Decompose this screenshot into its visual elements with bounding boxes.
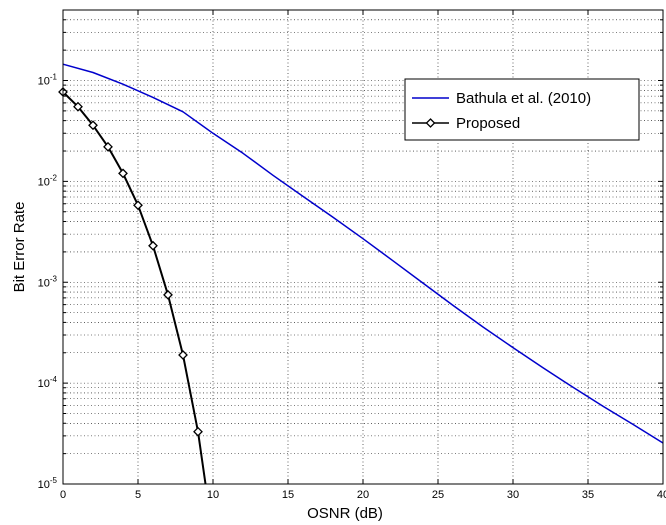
data-point-proposed bbox=[148, 240, 158, 251]
data-point-proposed bbox=[88, 120, 98, 131]
data-point-proposed bbox=[73, 101, 83, 112]
series-line-bathula bbox=[62, 63, 664, 444]
y-tick-exponent: -5 bbox=[50, 476, 58, 485]
legend: Bathula et al. (2010) Proposed bbox=[404, 78, 640, 141]
y-tick-base: 10 bbox=[38, 176, 50, 188]
y-tick-label: 10-1 bbox=[38, 73, 58, 88]
y-tick-exponent: -1 bbox=[50, 73, 58, 82]
x-tick-label: 25 bbox=[432, 489, 444, 501]
x-tick-label: 5 bbox=[135, 489, 141, 501]
x-tick-label: 30 bbox=[507, 489, 519, 501]
legend-box bbox=[404, 78, 640, 141]
y-tick-label: 10-2 bbox=[38, 173, 58, 188]
y-tick-label: 10-5 bbox=[38, 476, 58, 491]
data-point-proposed bbox=[163, 289, 173, 300]
x-tick-label: 35 bbox=[582, 489, 594, 501]
legend-label-bathula: Bathula et al. (2010) bbox=[456, 90, 591, 107]
x-tick-label: 0 bbox=[60, 489, 66, 501]
x-tick-label: 40 bbox=[657, 489, 666, 501]
y-tick-label: 10-4 bbox=[38, 375, 58, 390]
legend-label-proposed: Proposed bbox=[456, 115, 520, 132]
x-tick-label: 20 bbox=[357, 489, 369, 501]
y-tick-exponent: -3 bbox=[50, 274, 58, 283]
y-tick-labels: 10-510-410-310-210-1 bbox=[38, 73, 58, 491]
data-point-proposed bbox=[103, 141, 113, 152]
legend-marker-proposed bbox=[425, 118, 436, 128]
y-tick-base: 10 bbox=[38, 378, 50, 390]
y-tick-base: 10 bbox=[38, 479, 50, 491]
y-tick-base: 10 bbox=[38, 277, 50, 289]
x-tick-label: 15 bbox=[282, 489, 294, 501]
y-tick-exponent: -2 bbox=[50, 173, 58, 182]
y-tick-label: 10-3 bbox=[38, 274, 58, 289]
data-point-proposed bbox=[193, 426, 203, 437]
x-tick-labels: 0 5 10 15 20 25 30 35 40 bbox=[60, 489, 666, 501]
y-tick-exponent: -4 bbox=[50, 375, 58, 384]
data-point-proposed bbox=[178, 350, 188, 360]
x-axis-label: OSNR (dB) bbox=[307, 505, 383, 522]
x-tick-label: 10 bbox=[207, 489, 219, 501]
tick-marks bbox=[63, 10, 663, 484]
y-tick-base: 10 bbox=[38, 76, 50, 88]
data-point-proposed bbox=[118, 168, 128, 179]
y-axis-label: Bit Error Rate bbox=[11, 202, 28, 293]
data-point-proposed bbox=[133, 200, 143, 211]
